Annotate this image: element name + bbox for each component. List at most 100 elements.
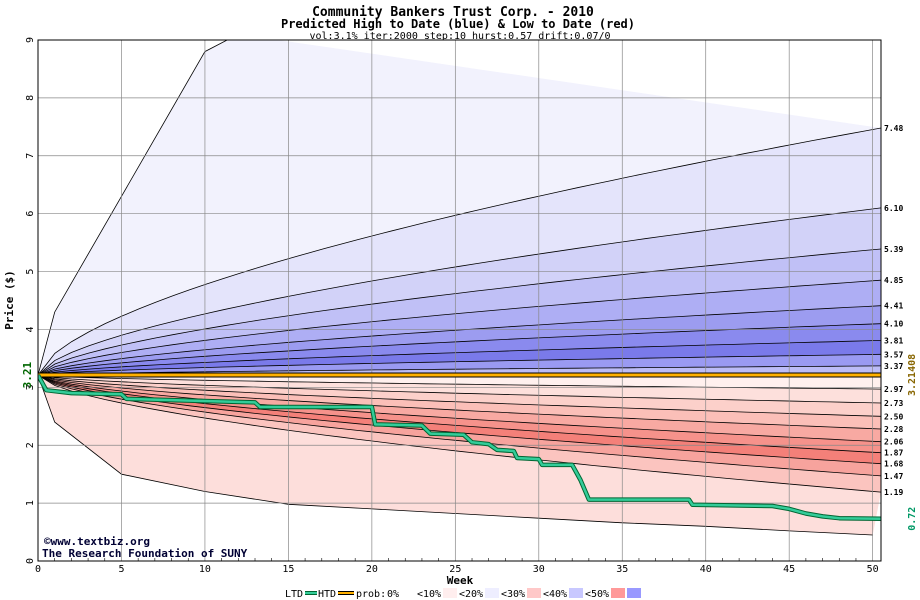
upper-band-0 [38,40,881,376]
x-tick-label: 5 [118,564,124,575]
y-tick-label: 2 [25,442,36,448]
y-tick-label: 9 [25,37,36,43]
legend-htd-label: HTD [318,589,336,600]
legend-swatch [627,588,641,598]
x-tick-label: 20 [366,564,378,575]
percentile-label: 1.19 [884,488,903,497]
percentile-label: 2.50 [884,412,903,421]
upper-percentile-line-6 [38,340,881,376]
percentile-label: 2.28 [884,425,903,434]
x-tick-label: 40 [700,564,712,575]
percentile-label: 4.41 [884,302,903,311]
y-tick-label: 7 [25,153,36,159]
legend-item-label: <10% [417,589,441,600]
lower-band-2 [38,375,881,417]
legend-item-label: 0% [387,589,399,600]
x-tick-label: 25 [449,564,461,575]
upper-percentile-line-3 [38,279,881,376]
upper-band-3 [38,249,881,376]
lower-band-8 [38,375,881,493]
percentile-label: 2.97 [884,385,903,394]
legend: LTD HTD prob: 0% <10% <20% <30% <40% <50% [285,588,641,600]
y-tick-label: 6 [25,211,36,217]
credit-website: ©www.textbiz.org [44,535,150,548]
upper-percentile-line-1 [38,207,881,376]
legend-swatch [443,588,457,598]
upper-percentile-line-7 [38,353,881,376]
outer-lower-line [38,375,873,536]
percentile-label: 4.10 [884,320,903,329]
percentile-label: 1.47 [884,472,903,481]
legend-swatch [527,588,541,598]
percentile-label: 6.10 [884,204,903,213]
lower-band-9 [38,375,881,535]
chart-subtitle: Predicted High to Date (blue) & Low to D… [281,17,635,31]
lower-percentile-line-7 [38,374,881,477]
x-tick-label: 30 [533,564,545,575]
lower-band-5 [38,375,881,453]
percentile-label: 1.68 [884,460,903,469]
legend-item-label: <40% [543,589,567,600]
lower-band-0 [38,374,881,390]
legend-swatch [485,588,499,598]
htd-line [38,374,881,520]
x-tick-label: 10 [199,564,211,575]
percentile-label: 1.87 [884,449,903,458]
upper-band-7 [38,340,881,376]
upper-band-4 [38,280,881,376]
upper-band-6 [38,323,881,376]
x-tick-label: 15 [282,564,294,575]
plot-content [38,40,881,561]
legend-item-label: <30% [501,589,525,600]
lower-band-1 [38,375,881,403]
y-tick-label: 5 [25,269,36,275]
plot-border [37,39,882,562]
legend-item-label: <50% [585,589,609,600]
lower-band-4 [38,375,881,442]
y-tick-label: 8 [25,95,36,101]
x-tick-label: 35 [616,564,628,575]
chart-title: Community Bankers Trust Corp. - 2010 [312,5,594,20]
upper-percentile-line-2 [38,248,881,376]
upper-percentile-line-8 [38,365,881,376]
htd-end-label: 0.72 [907,507,918,531]
chart-params: vol:3.1% iter:2000 step:10 hurst:0.57 dr… [309,31,610,42]
lower-percentile-line-1 [38,374,881,404]
percentile-label: 2.06 [884,438,903,447]
percentile-label: 2.73 [884,399,903,408]
current-value-label: 3.21408 [907,354,918,396]
plot-area: 0 5 10 15 20 25 30 35 40 45 5001234567897.486.105.… [21,37,918,575]
legend-swatch [401,588,415,598]
upper-percentile-line-0 [38,127,881,376]
legend-swatch [611,588,625,598]
legend-item-label: <20% [459,589,483,600]
lower-percentile-line-3 [38,374,881,430]
legend-swatch [569,588,583,598]
percentile-label: 3.37 [884,362,903,371]
lower-percentile-line-8 [38,374,881,493]
y-tick-label: 4 [25,326,36,332]
lower-percentile-line-4 [38,374,881,443]
x-axis-label: Week [447,574,474,587]
upper-band-2 [38,207,881,376]
start-price-label: 3.21 [21,362,34,389]
lower-band-7 [38,375,881,476]
y-tick-label: 1 [25,500,36,506]
lower-percentile-line-2 [38,374,881,417]
percentile-label: 3.81 [884,336,903,345]
percentile-label: 4.85 [884,276,903,285]
legend-ltd-label: LTD [285,589,303,600]
legend-prob-label: prob: [356,589,386,600]
y-tick-label: 3 [25,384,36,390]
upper-band-8 [38,354,881,376]
upper-band-5 [38,305,881,376]
x-tick-label: 0 [35,564,41,575]
x-tick-label: 45 [783,564,795,575]
lower-band-6 [38,375,881,464]
y-tick-label: 0 [25,558,36,564]
x-tick-label: 50 [867,564,879,575]
y-axis-label: Price ($) [3,270,16,330]
upper-band-1 [38,128,881,376]
percentile-label: 3.57 [884,350,903,359]
